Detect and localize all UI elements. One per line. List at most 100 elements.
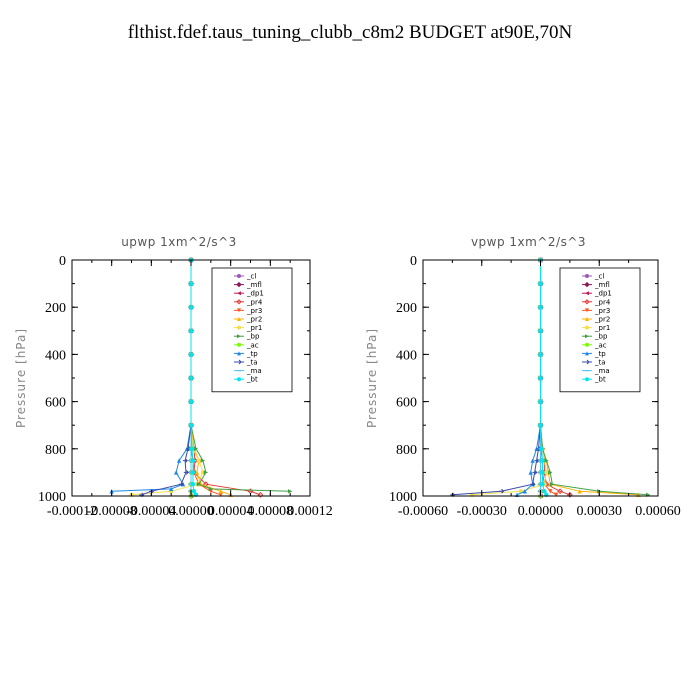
data-point bbox=[191, 489, 197, 494]
legend-label: _pr2 bbox=[246, 316, 262, 324]
legend-marker bbox=[584, 281, 590, 288]
legend-item: _dp1 bbox=[234, 290, 264, 298]
x-tick-label: 0.00004 bbox=[208, 504, 254, 519]
legend-label: _cl bbox=[594, 273, 604, 281]
series-ta bbox=[450, 257, 544, 498]
legend-marker bbox=[237, 377, 241, 382]
legend-marker bbox=[585, 317, 589, 321]
data-point bbox=[190, 482, 196, 487]
data-point bbox=[528, 470, 533, 475]
legend-label: _bp bbox=[594, 333, 608, 341]
series-line-ta bbox=[452, 260, 541, 496]
data-point bbox=[188, 423, 194, 428]
legend-label: _mfl bbox=[594, 281, 610, 289]
legend-label: _bt bbox=[594, 376, 606, 384]
data-point bbox=[538, 399, 543, 404]
data-point bbox=[538, 281, 543, 286]
panel-title: upwp 1xm^2/s^3 bbox=[121, 235, 237, 249]
series-line-pr1 bbox=[471, 260, 547, 496]
legend-item: _pr2 bbox=[234, 316, 262, 324]
legend-item: _pr3 bbox=[582, 307, 610, 315]
legend-label: _dp1 bbox=[246, 290, 264, 298]
legend-marker bbox=[585, 325, 589, 330]
data-point bbox=[196, 482, 202, 487]
legend-marker bbox=[237, 334, 241, 339]
legend-marker bbox=[236, 299, 242, 305]
data-point bbox=[538, 305, 543, 310]
data-point bbox=[257, 491, 264, 498]
legend-item: _bt bbox=[234, 376, 258, 384]
legend-item: _ac bbox=[582, 341, 607, 349]
legend-label: _ma bbox=[594, 367, 610, 375]
legend-marker bbox=[584, 299, 590, 305]
y-tick-label: 600 bbox=[45, 396, 66, 411]
y-tick-label: 800 bbox=[45, 443, 66, 458]
x-tick-label: 0.00060 bbox=[635, 504, 681, 519]
data-point bbox=[530, 458, 535, 463]
chart-panel-1: upwp 1xm^2/s^3 Pressure [hPa] 0 200 400 600 80… bbox=[14, 235, 333, 519]
data-point bbox=[540, 470, 545, 475]
data-point bbox=[577, 489, 582, 494]
y-tick-label: 600 bbox=[396, 396, 417, 411]
y-tick-label: 1000 bbox=[38, 490, 66, 505]
legend-marker bbox=[237, 351, 241, 356]
data-point bbox=[522, 489, 528, 494]
legend-item: _pr4 bbox=[582, 298, 611, 306]
legend-marker bbox=[237, 274, 241, 278]
data-point bbox=[188, 375, 194, 381]
x-tick-label: -0.00060 bbox=[398, 504, 448, 519]
data-point bbox=[553, 492, 559, 498]
data-point bbox=[550, 482, 555, 487]
legend-item: _bp bbox=[234, 333, 260, 341]
x-tick-label: 0.00012 bbox=[287, 504, 333, 519]
legend-label: _pr3 bbox=[246, 307, 262, 315]
x-tick-label: -0.00030 bbox=[457, 504, 507, 519]
data-point bbox=[218, 492, 223, 498]
legend-item: _cl bbox=[582, 273, 604, 281]
data-point bbox=[538, 375, 543, 381]
series-line-ta bbox=[141, 260, 192, 496]
data-point bbox=[539, 446, 544, 451]
x-tick-label: 0.00008 bbox=[248, 504, 294, 519]
data-point bbox=[203, 470, 209, 475]
legend-item: _tp bbox=[582, 350, 606, 358]
data-point bbox=[182, 458, 188, 463]
legend-item: _bp bbox=[582, 333, 608, 341]
data-point bbox=[196, 458, 202, 463]
legend-label: _pr2 bbox=[594, 316, 610, 324]
legend-marker bbox=[237, 325, 241, 330]
legend-item: _cl bbox=[234, 273, 256, 281]
legend-marker bbox=[236, 281, 242, 288]
legend-marker bbox=[585, 342, 589, 347]
legend-label: _pr1 bbox=[594, 324, 610, 332]
legend-marker bbox=[585, 291, 589, 296]
data-point bbox=[194, 470, 200, 475]
legend-item: _dp1 bbox=[582, 290, 612, 298]
legend-label: _bt bbox=[246, 376, 258, 384]
data-point bbox=[544, 470, 549, 475]
legend-box bbox=[211, 267, 293, 393]
data-point bbox=[168, 486, 174, 492]
data-point bbox=[188, 352, 194, 357]
series-bt bbox=[538, 257, 549, 498]
data-point bbox=[287, 489, 293, 494]
data-point bbox=[190, 470, 196, 475]
legend-marker bbox=[237, 317, 241, 321]
x-tick-label: 0.00030 bbox=[577, 504, 623, 519]
data-point bbox=[208, 486, 214, 492]
data-point bbox=[544, 458, 549, 463]
legend-marker bbox=[585, 351, 589, 356]
legend-label: _bp bbox=[246, 333, 260, 341]
legend-label: _ta bbox=[594, 359, 606, 367]
data-point bbox=[189, 446, 195, 451]
legend-marker bbox=[585, 334, 589, 339]
data-point bbox=[193, 446, 199, 451]
legend-item: _mfl bbox=[234, 281, 262, 289]
x-tick-label: -0.00008 bbox=[87, 504, 137, 519]
data-point bbox=[557, 488, 563, 495]
y-tick-label: 200 bbox=[396, 301, 417, 316]
legend-item: _ac bbox=[234, 341, 259, 349]
legend-label: _ta bbox=[246, 359, 258, 367]
